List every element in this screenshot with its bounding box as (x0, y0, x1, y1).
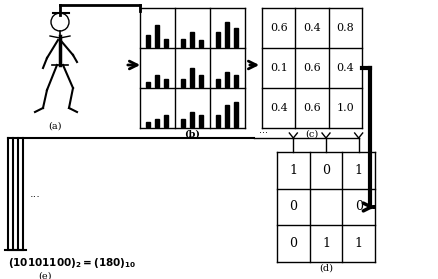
Bar (199, 75, 203, 87)
Bar (199, 40, 203, 47)
Text: 1: 1 (290, 164, 297, 177)
Text: 0: 0 (290, 201, 297, 213)
Bar (155, 75, 159, 87)
Text: 0.6: 0.6 (303, 63, 321, 73)
Bar (155, 25, 159, 47)
Bar (181, 78, 185, 87)
Bar (225, 21, 229, 47)
Text: (e): (e) (38, 272, 52, 279)
Bar (216, 115, 220, 127)
Bar (181, 39, 185, 47)
Bar (146, 82, 150, 87)
Bar (234, 75, 238, 87)
Bar (190, 32, 194, 47)
Bar (225, 105, 229, 127)
Text: 0: 0 (322, 164, 330, 177)
Bar (146, 122, 150, 127)
Text: 0.1: 0.1 (270, 63, 287, 73)
Bar (225, 72, 229, 87)
Text: ...: ... (30, 189, 41, 199)
Bar (155, 119, 159, 127)
Text: 0.6: 0.6 (270, 23, 287, 33)
Text: (d): (d) (319, 264, 333, 273)
Text: (b): (b) (184, 130, 201, 139)
Text: 0.6: 0.6 (303, 103, 321, 113)
Bar (181, 119, 185, 127)
Bar (234, 102, 238, 127)
Bar (199, 115, 203, 127)
Text: (c): (c) (305, 130, 318, 139)
Text: 0.4: 0.4 (336, 63, 354, 73)
Bar (164, 39, 168, 47)
Text: 0: 0 (290, 237, 297, 250)
Bar (164, 115, 168, 127)
Text: 0.4: 0.4 (270, 103, 287, 113)
Bar (216, 32, 220, 47)
Bar (216, 78, 220, 87)
Bar (146, 35, 150, 47)
Text: 0.4: 0.4 (303, 23, 321, 33)
Text: (a): (a) (48, 122, 62, 131)
Text: $\mathbf{(10101100)_2=(180)_{10}}$: $\mathbf{(10101100)_2=(180)_{10}}$ (8, 256, 136, 270)
Text: ...: ... (258, 125, 268, 135)
Text: 0: 0 (355, 201, 363, 213)
Text: 1: 1 (322, 237, 330, 250)
Text: 1: 1 (355, 164, 363, 177)
Bar (234, 28, 238, 47)
Text: 0.8: 0.8 (336, 23, 354, 33)
Text: 1: 1 (355, 237, 363, 250)
Text: 1.0: 1.0 (336, 103, 354, 113)
Bar (164, 78, 168, 87)
Bar (190, 68, 194, 87)
Bar (190, 112, 194, 127)
